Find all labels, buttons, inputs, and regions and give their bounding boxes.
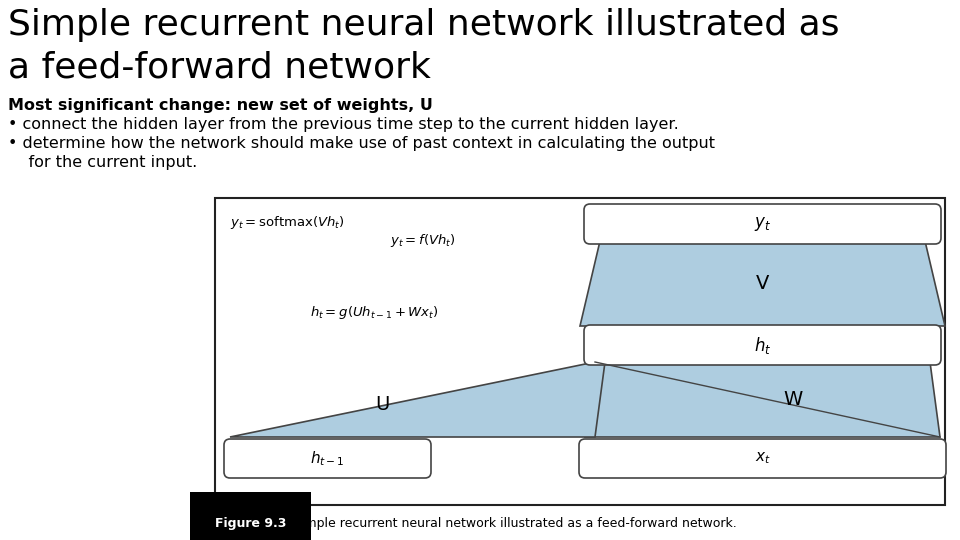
Text: U: U — [375, 395, 390, 414]
Text: $h_{t-1}$: $h_{t-1}$ — [310, 449, 345, 468]
FancyBboxPatch shape — [584, 204, 941, 244]
Text: $x_t$: $x_t$ — [755, 451, 771, 467]
Text: Simple recurrent neural network illustrated as: Simple recurrent neural network illustra… — [8, 8, 839, 42]
Text: $h_t = g(Uh_{t-1}+Wx_t)$: $h_t = g(Uh_{t-1}+Wx_t)$ — [310, 304, 439, 321]
Text: for the current input.: for the current input. — [8, 155, 197, 170]
Text: V: V — [756, 274, 769, 293]
FancyBboxPatch shape — [579, 439, 946, 478]
Text: • determine how the network should make use of past context in calculating the o: • determine how the network should make … — [8, 136, 715, 151]
Text: a feed-forward network: a feed-forward network — [8, 50, 431, 84]
Text: W: W — [782, 390, 803, 409]
Text: $y_t = \mathrm{softmax}(Vh_t)$: $y_t = \mathrm{softmax}(Vh_t)$ — [230, 214, 345, 231]
Bar — [215, 198, 945, 505]
Text: Figure 9.3: Figure 9.3 — [215, 517, 286, 530]
Polygon shape — [585, 362, 940, 437]
FancyBboxPatch shape — [584, 325, 941, 365]
Text: $y_t = f(Vh_t)$: $y_t = f(Vh_t)$ — [390, 232, 456, 249]
Text: Most significant change: new set of weights, U: Most significant change: new set of weig… — [8, 98, 433, 113]
Polygon shape — [580, 241, 945, 326]
Text: $h_t$: $h_t$ — [754, 334, 771, 355]
Text: $y_t$: $y_t$ — [754, 215, 771, 233]
Text: Simple recurrent neural network illustrated as a feed-forward network.: Simple recurrent neural network illustra… — [281, 517, 736, 530]
FancyBboxPatch shape — [224, 439, 431, 478]
Polygon shape — [230, 362, 605, 437]
Text: • connect the hidden layer from the previous time step to the current hidden lay: • connect the hidden layer from the prev… — [8, 117, 679, 132]
